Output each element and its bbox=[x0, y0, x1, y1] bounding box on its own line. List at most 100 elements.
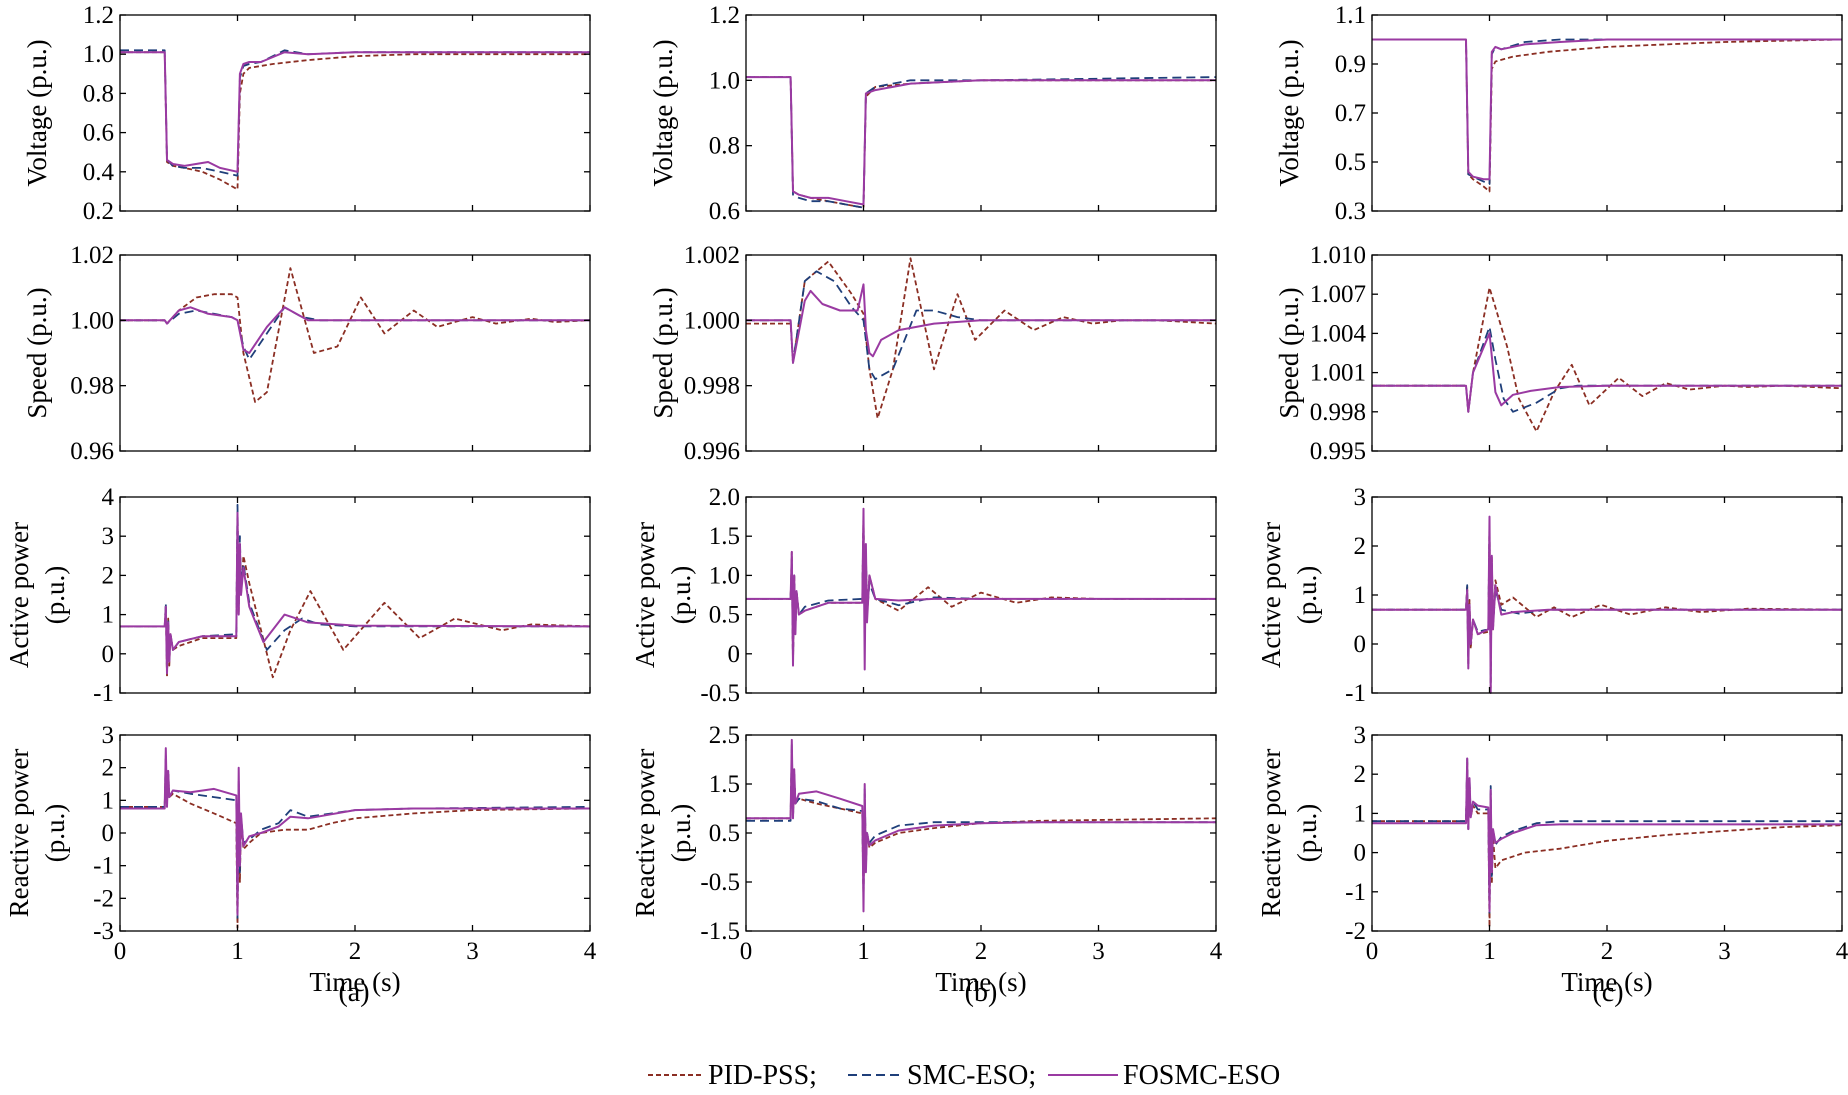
y-tick-label: 2 bbox=[1354, 761, 1367, 788]
subplot-voltage-b: 0.6 0.8 1.0 1.2 Voltage (p.u.) bbox=[648, 2, 1217, 225]
y-tick-label: 1.02 bbox=[70, 242, 114, 269]
y-tick-label: 1.5 bbox=[709, 523, 740, 550]
x-tick-label: 0 bbox=[740, 938, 753, 965]
series-line-pid-pss-voltage-b bbox=[746, 76, 1216, 209]
y-tick-label: -3 bbox=[93, 918, 114, 945]
y-tick-label: 0 bbox=[102, 641, 115, 668]
y-tick-label: 2 bbox=[102, 755, 115, 782]
y-tick-label: 3 bbox=[102, 722, 115, 749]
subplot-reactive-power-b: -1.5 -0.5 0.5 1.5 2.5 0 1 2 3 4 Reactive power (p.u… bbox=[630, 722, 1223, 997]
y-tick-label: 0.5 bbox=[1335, 149, 1366, 176]
series-line-smc-eso-speed-b bbox=[746, 270, 1216, 381]
y-tick-label: 1 bbox=[1354, 800, 1367, 827]
axes-frame-reactive-power-b bbox=[745, 734, 1217, 932]
subplot-panels: 0.2 0.4 0.6 0.8 1.0 1.2 Voltage (p.u.) 0.6 0.8 1.… bbox=[4, 2, 1848, 997]
series-line-smc-eso-speed-a bbox=[120, 306, 590, 361]
axes-frame-reactive-power-c bbox=[1371, 734, 1843, 932]
panel-caption-c: (c) bbox=[1592, 977, 1623, 1008]
series-line-pid-pss-reactive-power-b bbox=[746, 748, 1216, 903]
series-line-fosmc-eso-speed-c bbox=[1372, 332, 1842, 413]
axes-frame-active-power-a bbox=[119, 496, 591, 694]
y-tick-label: 1 bbox=[102, 787, 115, 814]
y-tick-label: 0.995 bbox=[1310, 438, 1366, 465]
series-line-pid-pss-speed-b bbox=[746, 257, 1216, 420]
series-line-pid-pss-reactive-power-a bbox=[120, 757, 590, 929]
x-tick-label: 1 bbox=[231, 938, 244, 965]
y-tick-label: 1.0 bbox=[709, 67, 740, 94]
axes-frame-voltage-b bbox=[745, 14, 1217, 212]
series-line-smc-eso-reactive-power-a bbox=[120, 753, 590, 919]
y-tick-label: -2 bbox=[1345, 918, 1366, 945]
y-axis-label-active-power-a: Active power bbox=[4, 522, 34, 668]
subplot-voltage-c: 0.3 0.5 0.7 0.9 1.1 Voltage (p.u.) bbox=[1274, 2, 1843, 225]
y-axis-unit-reactive-power-c: (p.u.) bbox=[1292, 804, 1322, 862]
y-tick-label: -2 bbox=[93, 885, 114, 912]
legend-label-pid-pss: PID-PSS; bbox=[708, 1060, 817, 1091]
x-tick-label: 3 bbox=[1092, 938, 1105, 965]
y-tick-label: 0.998 bbox=[684, 373, 740, 400]
series-line-fosmc-eso-reactive-power-b bbox=[746, 738, 1216, 913]
axes-frame-reactive-power-a bbox=[119, 734, 591, 932]
y-axis-unit-reactive-power-a: (p.u.) bbox=[40, 804, 70, 862]
series-line-pid-pss-voltage-c bbox=[1372, 38, 1842, 193]
x-tick-label: 4 bbox=[1836, 938, 1848, 965]
series-line-smc-eso-active-power-b bbox=[746, 519, 1216, 663]
y-tick-label: 2.5 bbox=[709, 722, 740, 749]
y-tick-label: 0.7 bbox=[1335, 100, 1366, 127]
y-tick-label: 0 bbox=[728, 641, 741, 668]
panel-caption-b: (b) bbox=[965, 977, 998, 1008]
y-tick-label: 1.5 bbox=[709, 771, 740, 798]
axes-frame-speed-a bbox=[119, 254, 591, 452]
y-tick-label: 1.010 bbox=[1310, 242, 1366, 269]
y-axis-label-speed-c: Speed (p.u.) bbox=[1274, 287, 1304, 418]
y-tick-label: -1 bbox=[93, 853, 114, 880]
x-tick-label: 3 bbox=[466, 938, 479, 965]
y-tick-label: 3 bbox=[102, 523, 115, 550]
y-tick-label: 1.2 bbox=[709, 2, 740, 29]
series-line-smc-eso-active-power-c bbox=[1372, 525, 1842, 685]
y-tick-label: 1.000 bbox=[684, 307, 740, 334]
y-axis-label-speed-a: Speed (p.u.) bbox=[22, 287, 52, 418]
y-tick-label: 0.996 bbox=[684, 438, 740, 465]
y-tick-label: 0 bbox=[1354, 631, 1367, 658]
series-line-fosmc-eso-active-power-a bbox=[120, 511, 590, 675]
subplot-reactive-power-c: -2 -1 0 1 2 3 0 1 2 3 4 Reactive power (p.u.) Time (s… bbox=[1256, 722, 1848, 997]
subplot-voltage-a: 0.2 0.4 0.6 0.8 1.0 1.2 Voltage (p.u.) bbox=[22, 2, 591, 225]
y-tick-label: 0.8 bbox=[709, 133, 740, 160]
y-tick-label: 0 bbox=[1354, 840, 1367, 867]
y-axis-label-reactive-power-c: Reactive power bbox=[1256, 749, 1286, 918]
y-axis-label-active-power-c: Active power bbox=[1256, 522, 1286, 668]
series-line-smc-eso-voltage-c bbox=[1372, 38, 1842, 186]
axes-frame-speed-c bbox=[1371, 254, 1843, 452]
series-line-pid-pss-speed-a bbox=[120, 267, 590, 403]
y-tick-label: 1 bbox=[102, 602, 115, 629]
legend-label-fosmc-eso: FOSMC-ESO bbox=[1123, 1060, 1280, 1091]
series-line-fosmc-eso-voltage-b bbox=[746, 76, 1216, 206]
x-tick-label: 2 bbox=[349, 938, 362, 965]
x-axis-label-reactive-power-b: Time (s) bbox=[935, 967, 1026, 997]
x-tick-label: 1 bbox=[1483, 938, 1496, 965]
x-tick-label: 2 bbox=[1601, 938, 1614, 965]
y-tick-label: -0.5 bbox=[700, 869, 740, 896]
y-axis-unit-active-power-a: (p.u.) bbox=[40, 566, 70, 624]
subplot-active-power-c: -1 0 1 2 3 Active power (p.u.) bbox=[1256, 484, 1843, 707]
y-tick-label: -1 bbox=[93, 680, 114, 707]
axes-frame-active-power-b bbox=[745, 496, 1217, 694]
series-line-fosmc-eso-voltage-a bbox=[120, 51, 590, 173]
subplot-active-power-b: -0.5 0 0.5 1.0 1.5 2.0 Active power (p.u.) bbox=[630, 484, 1217, 707]
y-tick-label: 0.96 bbox=[70, 438, 114, 465]
series-line-fosmc-eso-speed-b bbox=[746, 283, 1216, 364]
series-line-smc-eso-voltage-b bbox=[746, 76, 1216, 209]
y-tick-label: 0.998 bbox=[1310, 399, 1366, 426]
y-tick-label: 0.6 bbox=[83, 120, 114, 147]
y-tick-label: 0.2 bbox=[83, 198, 114, 225]
series-line-smc-eso-speed-c bbox=[1372, 325, 1842, 413]
y-tick-label: 0.4 bbox=[83, 159, 115, 186]
x-axis-label-reactive-power-c: Time (s) bbox=[1561, 967, 1652, 997]
series-line-smc-eso-voltage-a bbox=[120, 49, 590, 177]
series-line-pid-pss-active-power-a bbox=[120, 515, 590, 679]
series-line-smc-eso-reactive-power-b bbox=[746, 743, 1216, 898]
y-tick-label: -0.5 bbox=[700, 680, 740, 707]
